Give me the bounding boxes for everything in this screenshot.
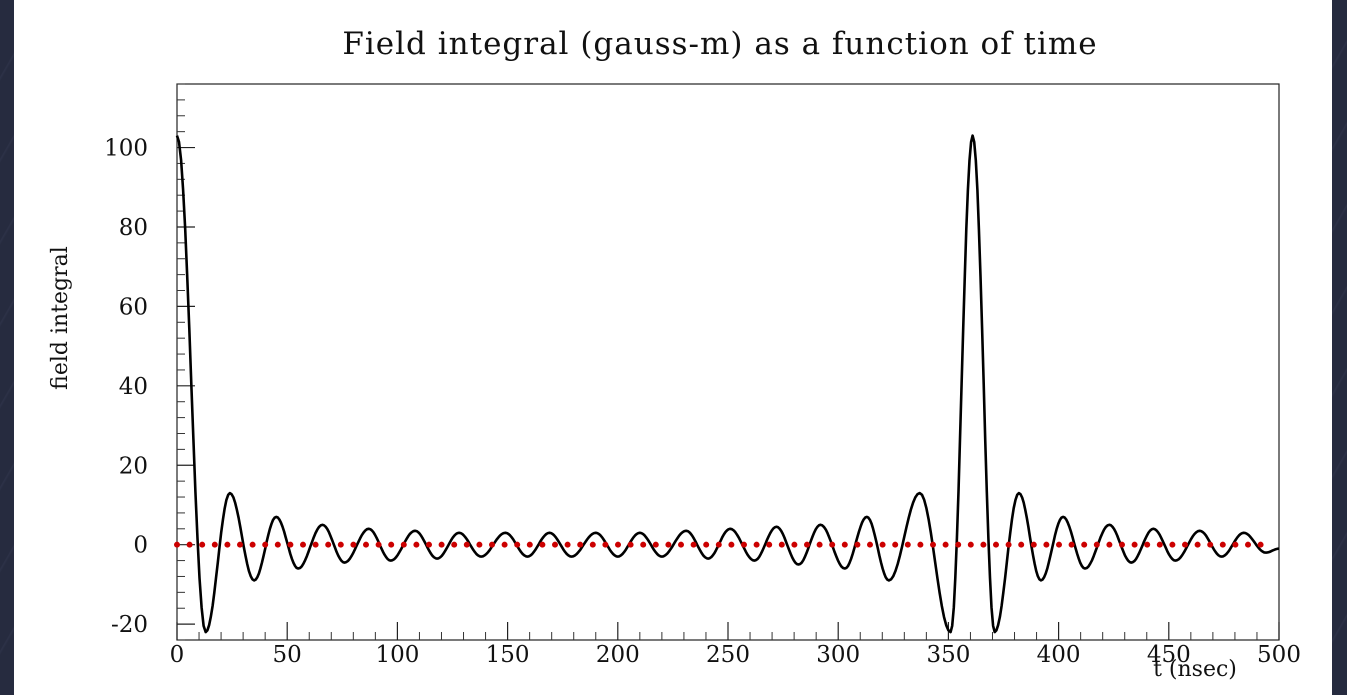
y-tick-label: 0 — [133, 533, 148, 559]
y-tick-label: 20 — [119, 453, 148, 479]
y-tick-label: -20 — [111, 612, 148, 638]
x-tick-label: 500 — [1257, 642, 1301, 668]
x-tick-label: 100 — [375, 642, 419, 668]
y-axis-ticks: -20 0 20 40 60 80 100 — [104, 136, 195, 638]
y-tick-label: 40 — [119, 374, 148, 400]
x-tick-label: 0 — [170, 642, 185, 668]
y-tick-label: 60 — [119, 294, 148, 320]
chart-title: Field integral (gauss-m) as a function o… — [342, 26, 1097, 62]
x-tick-label: 400 — [1037, 642, 1081, 668]
x-tick-label: 450 — [1147, 642, 1191, 668]
x-tick-label: 250 — [706, 642, 750, 668]
y-tick-label: 80 — [119, 215, 148, 241]
x-tick-label: 50 — [273, 642, 302, 668]
y-axis-label: field integral — [48, 246, 73, 390]
chart-panel — [14, 0, 1332, 695]
field-integral-curve — [175, 134, 1280, 634]
y-tick-label: 100 — [104, 136, 148, 162]
x-tick-label: 300 — [816, 642, 860, 668]
x-tick-label: 200 — [596, 642, 640, 668]
x-tick-label: 150 — [486, 642, 530, 668]
x-tick-label: 350 — [926, 642, 970, 668]
x-axis-label: t (nsec) — [1153, 657, 1237, 682]
x-axis-ticks: 0 50 100 150 200 250 300 350 400 450 500 — [170, 622, 1301, 668]
plot-frame — [176, 83, 1280, 641]
x-minor-ticks — [198, 632, 1258, 640]
